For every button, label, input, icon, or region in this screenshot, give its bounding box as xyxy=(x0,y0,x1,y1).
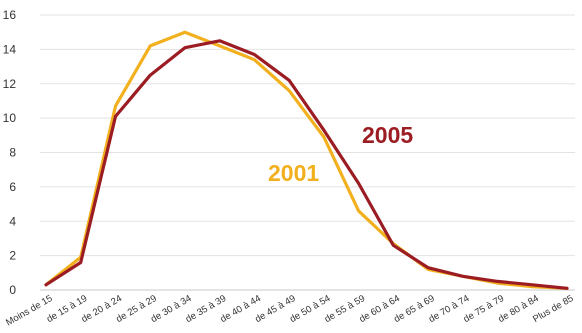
y-tick-label: 8 xyxy=(9,146,16,160)
y-tick-label: 14 xyxy=(3,42,17,56)
y-axis: 0 2 4 6 8 10 12 14 16 xyxy=(3,8,17,297)
series-lines xyxy=(44,30,569,290)
y-tick-label: 4 xyxy=(9,214,16,228)
y-tick-label: 2 xyxy=(9,249,16,263)
y-tick-label: 0 xyxy=(9,283,16,297)
grid xyxy=(40,14,575,291)
series-label-2001: 2001 xyxy=(268,160,319,186)
x-tick-label: Moins de 15 xyxy=(4,293,54,328)
series-line-2005 xyxy=(44,39,569,290)
y-tick-label: 12 xyxy=(3,77,17,91)
y-tick-label: 16 xyxy=(3,8,17,22)
y-tick-label: 10 xyxy=(3,111,17,125)
series-label-2005: 2005 xyxy=(362,122,413,148)
y-tick-label: 6 xyxy=(9,180,16,194)
